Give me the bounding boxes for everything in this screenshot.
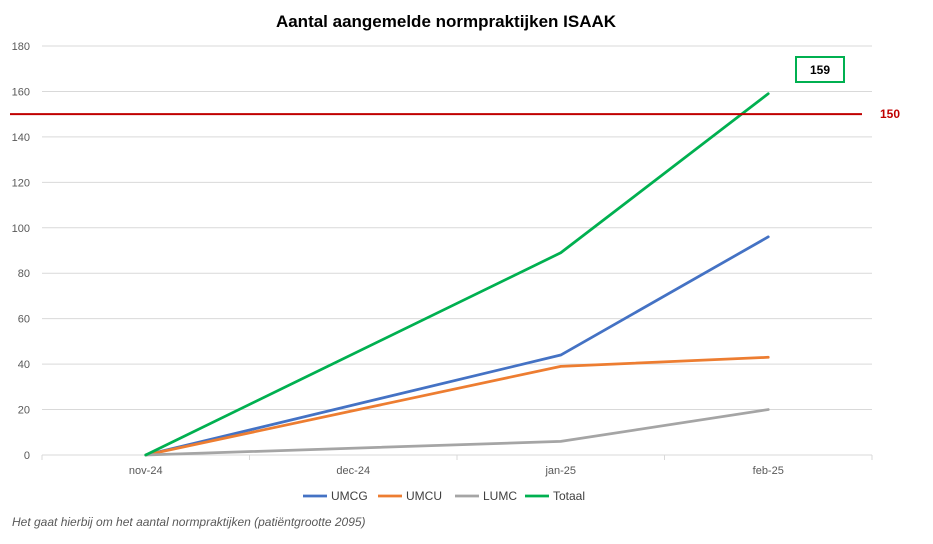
callout-label: 159 [810,63,830,77]
y-tick-label: 160 [12,86,30,98]
y-tick-label: 40 [18,359,30,371]
x-axis: nov-24 dec-24 jan-25 feb-25 [41,454,873,477]
reference-line-label: 150 [880,107,900,121]
x-tick-label: dec-24 [336,465,370,477]
legend-label-umcu: UMCU [406,489,442,503]
y-tick-label: 100 [12,223,30,235]
y-tick-label: 180 [12,41,30,53]
x-tick-label: feb-25 [753,465,784,477]
callout-box [795,56,845,83]
y-axis-ticks: 0 20 40 60 80 100 120 140 160 180 [12,41,30,462]
series-line-umcg [144,235,770,457]
series-lines [144,92,770,457]
y-tick-label: 120 [12,177,30,189]
legend-label-lumc: LUMC [483,489,517,503]
y-tick-label: 20 [18,405,30,417]
y-tick-label: 0 [24,450,30,462]
y-tick-label: 80 [18,268,30,280]
gridlines [42,45,872,411]
x-tick-label: jan-25 [544,465,576,477]
legend-label-umcg: UMCG [331,489,368,503]
series-line-lumc [144,408,770,457]
reference-line-group: 150 [10,107,900,121]
legend: UMCG UMCU LUMC Totaal [303,489,585,503]
series-line-umcu [144,355,770,457]
series-line-totaal [144,92,770,457]
x-tick-label: nov-24 [129,465,163,477]
y-tick-label: 60 [18,314,30,326]
legend-label-totaal: Totaal [553,489,585,503]
footnote: Het gaat hierbij om het aantal normprakt… [12,515,366,529]
callout-group: 159 [795,56,845,83]
chart-title: Aantal aangemelde normpraktijken ISAAK [276,12,617,31]
y-tick-label: 140 [12,132,30,144]
